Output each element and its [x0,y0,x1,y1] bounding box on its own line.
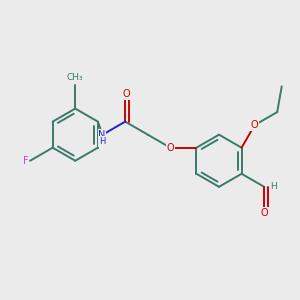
Text: CH₃: CH₃ [67,73,84,82]
Text: H: H [270,182,276,191]
Text: F: F [23,156,28,166]
Text: H: H [99,137,105,146]
Text: N: N [98,130,106,140]
Text: O: O [167,143,174,153]
Text: O: O [123,89,130,99]
Text: O: O [260,208,268,218]
Text: O: O [251,120,258,130]
